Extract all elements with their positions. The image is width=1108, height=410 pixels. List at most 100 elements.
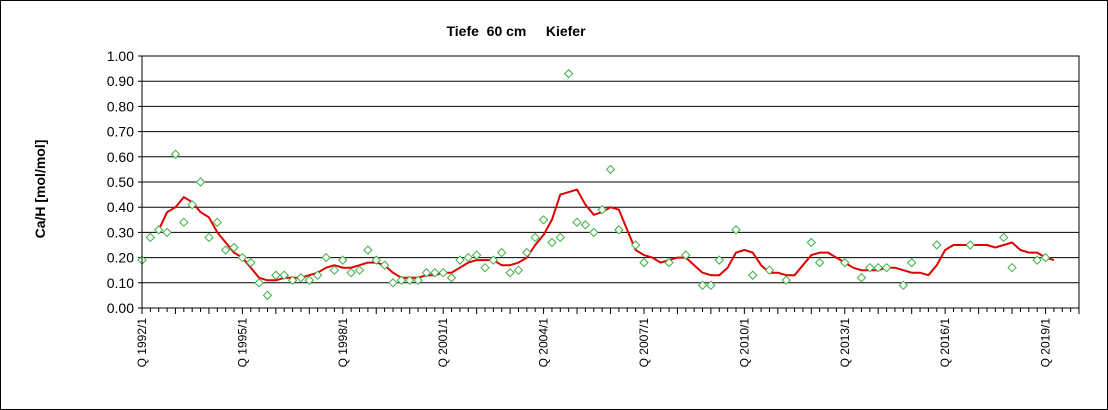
data-point-diamond <box>279 270 289 280</box>
data-point-diamond <box>379 260 390 270</box>
data-point-diamond <box>321 252 331 263</box>
y-tick-label: 0.00 <box>107 300 134 316</box>
plot-area-border <box>141 55 1080 309</box>
data-point-diamond <box>856 273 867 283</box>
y-tick-label: 0.90 <box>107 73 134 89</box>
data-point-diamond <box>664 257 674 268</box>
data-point-diamond <box>639 257 649 268</box>
data-point-diamond <box>563 68 574 79</box>
data-point-diamond <box>630 240 641 250</box>
data-point-diamond <box>873 262 883 273</box>
data-point-diamond <box>421 268 432 278</box>
data-point-diamond <box>597 205 607 215</box>
data-point-diamond <box>212 217 223 228</box>
gridlines <box>142 55 1079 309</box>
data-point-diamond <box>697 280 708 291</box>
data-point-diamond <box>304 275 315 285</box>
y-tick-label: 0.70 <box>107 124 134 140</box>
data-point-diamond <box>814 257 825 268</box>
data-point-diamond <box>480 262 490 273</box>
data-point-diamond <box>296 273 306 283</box>
data-point-diamond <box>706 280 716 291</box>
data-point-diamond <box>806 237 816 248</box>
data-point-diamond <box>764 265 775 275</box>
data-point-diamond <box>413 275 423 285</box>
data-point-diamond <box>505 268 515 278</box>
data-point-diamond <box>1032 255 1042 265</box>
data-point-diamond <box>513 265 524 275</box>
y-axis-label: Ca/H [mol/mol] <box>32 140 48 239</box>
data-point-diamond <box>840 257 850 268</box>
data-point-diamond <box>312 270 323 280</box>
y-tick-label: 0.60 <box>107 149 134 165</box>
data-point-diamond <box>204 232 214 243</box>
data-point-diamond <box>580 220 591 230</box>
data-point-diamond <box>179 217 189 228</box>
data-point-diamond <box>572 217 582 228</box>
data-point-diamond <box>271 270 281 280</box>
data-point-diamond <box>170 149 181 159</box>
data-point-diamond <box>932 240 942 250</box>
x-tick-label: Q 2010/1 <box>737 318 751 368</box>
data-point-diamond <box>396 275 407 285</box>
data-point-diamond <box>614 225 624 235</box>
data-point-diamond <box>1007 262 1017 273</box>
x-tick-label: Q 1992/1 <box>135 318 149 368</box>
data-point-diamond <box>463 252 473 263</box>
data-point-diamond <box>522 247 532 258</box>
x-tick-label: Q 1995/1 <box>235 318 249 368</box>
data-point-diamond <box>262 290 273 301</box>
data-point-diamond <box>781 275 791 285</box>
data-point-diamond <box>329 265 340 275</box>
moving-average-line <box>157 188 1055 282</box>
data-point-diamond <box>195 177 206 187</box>
x-tick-label: Q 2019/1 <box>1039 318 1053 368</box>
data-point-diamond <box>1040 252 1051 263</box>
x-tick-label: Q 2016/1 <box>938 318 952 368</box>
x-tick-label: Q 2001/1 <box>436 318 450 368</box>
x-tick-label: Q 2004/1 <box>537 318 551 368</box>
data-point-diamond <box>430 268 440 278</box>
data-point-diamond <box>998 232 1009 243</box>
data-point-diamond <box>237 252 248 263</box>
data-point-diamond <box>471 250 482 260</box>
data-point-diamond <box>538 215 549 225</box>
data-point-diamond <box>731 225 741 235</box>
y-tick-label: 0.10 <box>107 275 134 291</box>
data-point-diamond <box>446 273 457 283</box>
data-point-diamond <box>488 255 499 265</box>
data-point-diamond <box>371 255 381 265</box>
y-tick-label: 0.40 <box>107 199 134 215</box>
data-point-diamond <box>965 240 975 250</box>
x-tick-marks: Q 1992/1 Q 1995/1 Q 1998/1 Q 2001/1 Q 2004/1… <box>135 308 1080 368</box>
y-tick-labels: 0.00 0.10 0.20 0.30 0.40 0.50 0.60 0.70 0.80 0.90… <box>107 48 142 316</box>
data-point-diamond <box>865 262 875 273</box>
data-point-diamond <box>363 245 373 255</box>
data-point-diamond <box>748 270 758 280</box>
chart-title: Tiefe 60 cm Kiefer <box>446 23 586 39</box>
data-point-diamond <box>438 268 448 278</box>
series-line-group <box>157 188 1055 282</box>
data-point-diamond <box>145 232 156 243</box>
data-point-diamond <box>714 255 724 265</box>
data-point-diamond <box>605 164 616 175</box>
data-point-diamond <box>555 232 566 243</box>
data-point-diamond <box>898 280 909 291</box>
data-point-diamond <box>881 262 892 273</box>
data-point-diamond <box>338 255 348 265</box>
x-tick-label: Q 2013/1 <box>838 318 852 368</box>
data-point-diamond <box>229 242 239 253</box>
y-tick-label: 1.00 <box>107 48 134 64</box>
data-point-diamond <box>162 227 172 238</box>
data-point-diamond <box>530 232 540 243</box>
data-point-diamond <box>405 275 415 285</box>
data-point-diamond <box>246 257 256 268</box>
series-points-group <box>137 68 1051 301</box>
y-tick-label: 0.50 <box>107 174 134 190</box>
data-point-diamond <box>154 225 164 235</box>
y-tick-label: 0.80 <box>107 98 134 114</box>
y-tick-label: 0.30 <box>107 224 134 240</box>
x-tick-label: Q 1998/1 <box>336 318 350 368</box>
